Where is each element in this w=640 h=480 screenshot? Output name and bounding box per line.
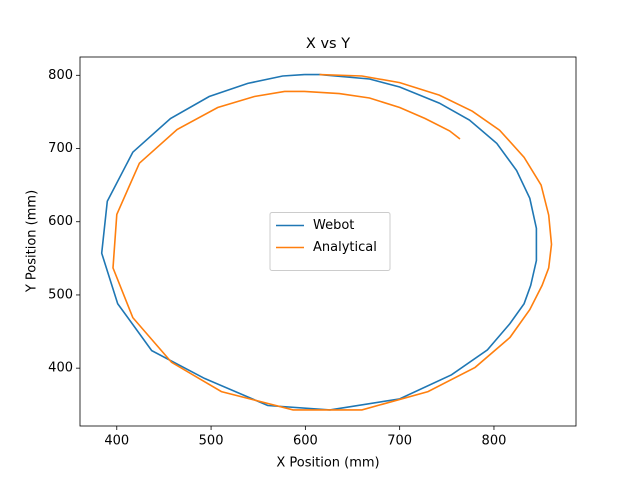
y-tick-label: 600 — [48, 214, 73, 229]
x-tick-label: 400 — [104, 434, 129, 449]
series-line — [100, 73, 538, 411]
chart-title: X vs Y — [306, 36, 350, 52]
x-axis-label: X Position (mm) — [276, 456, 379, 471]
y-axis-label: Y Position (mm) — [25, 190, 40, 293]
series-line — [112, 73, 553, 411]
legend-label: Webot — [313, 218, 354, 233]
y-tick-label: 800 — [48, 68, 73, 83]
legend-box — [269, 212, 391, 271]
x-tick-label: 600 — [293, 434, 318, 449]
plot-frame — [79, 56, 577, 427]
y-tick-label: 700 — [48, 141, 73, 156]
legend: Webot Analytical — [269, 212, 391, 271]
x-tick-label: 800 — [482, 434, 507, 449]
x-tick-label: 500 — [199, 434, 224, 449]
y-tick-label: 500 — [48, 287, 73, 302]
x-tick-label: 700 — [387, 434, 412, 449]
legend-label: Analytical — [313, 240, 377, 255]
y-tick-label: 400 — [48, 361, 73, 376]
